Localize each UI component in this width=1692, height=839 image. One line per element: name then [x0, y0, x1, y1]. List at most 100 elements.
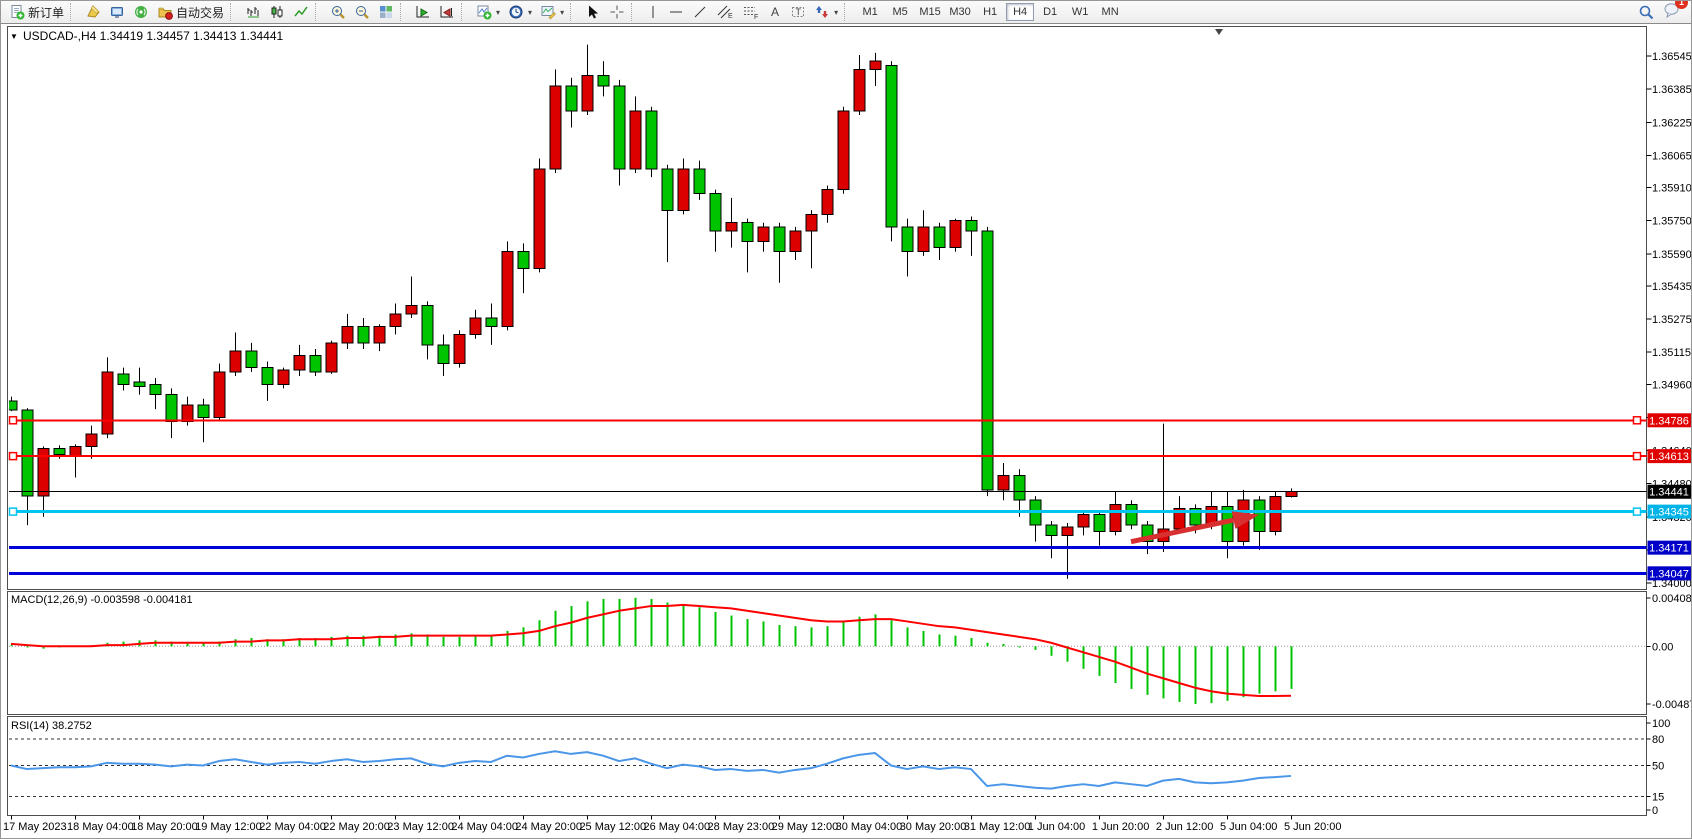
- zoom-out-button[interactable]: [350, 1, 374, 23]
- time-axis-label: 18 May 04:00: [67, 821, 134, 833]
- auto-scroll-button[interactable]: [411, 1, 435, 23]
- trendline-button[interactable]: [688, 1, 712, 23]
- timeframe-button-m1[interactable]: M1: [856, 3, 884, 21]
- vertical-line-button[interactable]: [642, 1, 664, 23]
- line-anchor-handle[interactable]: [1632, 416, 1642, 425]
- timeframe-button-m5[interactable]: M5: [886, 3, 914, 21]
- timeframe-button-h4[interactable]: H4: [1006, 3, 1035, 21]
- candle-body: [869, 60, 882, 70]
- price-tick-label: 1.35750: [1652, 216, 1692, 228]
- toolbar: 新订单: [1, 1, 1691, 24]
- candle-body: [1045, 524, 1058, 536]
- line-anchor-handle[interactable]: [8, 451, 18, 461]
- candle-body: [1125, 503, 1138, 526]
- candle-body: [389, 313, 402, 327]
- candle-body: [693, 168, 706, 195]
- chat-button[interactable]: 1: [1663, 1, 1688, 23]
- timeframe-button-mn[interactable]: MN: [1096, 3, 1124, 21]
- candle-body: [1189, 508, 1202, 526]
- candle-body: [565, 85, 578, 112]
- trend-arrow[interactable]: [1130, 517, 1235, 545]
- candle-body: [725, 222, 738, 232]
- toolbar-separator: [844, 3, 851, 21]
- bar-chart-button[interactable]: [241, 1, 265, 23]
- line-anchor-handle[interactable]: [1632, 451, 1642, 461]
- indicators-button[interactable]: ▾: [472, 1, 504, 23]
- toolbar-separator: [461, 3, 468, 21]
- terminal-button[interactable]: [105, 1, 129, 23]
- timeframe-group: M1 M5 M15 M30 H1 H4 D1 W1 MN: [855, 3, 1125, 21]
- crosshair-icon: [610, 5, 624, 19]
- new-order-button[interactable]: 新订单: [5, 1, 68, 23]
- price-tick-label: 1.35435: [1652, 281, 1692, 293]
- candle-body: [1269, 495, 1282, 532]
- time-axis-label: 1 Jun 04:00: [1028, 821, 1086, 833]
- horizontal-line-button[interactable]: [664, 1, 688, 23]
- candle-body: [357, 325, 370, 344]
- time-axis-label: 19 May 12:00: [195, 821, 262, 833]
- price-tag: [1647, 484, 1691, 499]
- timeframe-button-m15[interactable]: M15: [916, 3, 944, 21]
- metaeditor-icon: [87, 5, 100, 18]
- zoom-in-button[interactable]: [326, 1, 350, 23]
- candle-body: [853, 68, 866, 112]
- indicators-icon: [477, 5, 492, 20]
- price-tick-label: 1.35590: [1652, 249, 1692, 261]
- text-button[interactable]: A: [764, 1, 786, 23]
- candle-body: [1285, 491, 1298, 497]
- autotrading-button[interactable]: 自动交易: [153, 1, 228, 23]
- templates-button[interactable]: ▾: [536, 1, 568, 23]
- candle-body: [661, 168, 674, 211]
- price-tag-label: 1.34786: [1649, 415, 1689, 427]
- chart-shift-icon: [440, 6, 454, 18]
- chart-shift-button[interactable]: [435, 1, 459, 23]
- equidistant-channel-button[interactable]: E: [712, 1, 738, 23]
- search-icon[interactable]: [1638, 4, 1655, 21]
- candle-body: [533, 168, 546, 269]
- fibonacci-button[interactable]: F: [738, 1, 764, 23]
- candle-body: [485, 317, 498, 327]
- metaeditor-button[interactable]: [81, 1, 105, 23]
- candle-body: [949, 220, 962, 249]
- line-anchor-handle[interactable]: [8, 507, 18, 516]
- price-tag-label: 1.34613: [1649, 451, 1689, 463]
- candle-body: [613, 85, 626, 170]
- trend-arrow-head[interactable]: [1231, 511, 1259, 529]
- line-anchor-handle[interactable]: [8, 416, 18, 425]
- line-chart-button[interactable]: [289, 1, 313, 23]
- timeframe-button-w1[interactable]: W1: [1066, 3, 1094, 21]
- zoom-out-icon: [356, 6, 369, 19]
- time-axis-label: 1 Jun 20:00: [1092, 821, 1150, 833]
- candle-body: [213, 371, 226, 418]
- toolbar-separator: [631, 3, 638, 21]
- cursor-button[interactable]: [581, 1, 605, 23]
- price-tick-label: 1.36545: [1652, 51, 1692, 63]
- line-anchor-handle[interactable]: [1632, 507, 1642, 516]
- timeframe-button-h1[interactable]: H1: [976, 3, 1004, 21]
- time-axis-label: 25 May 12:00: [579, 821, 646, 833]
- arrows-button[interactable]: ▾: [810, 1, 842, 23]
- crosshair-button[interactable]: [605, 1, 629, 23]
- periods-button[interactable]: ▾: [504, 1, 536, 23]
- candle-body: [709, 193, 722, 232]
- candle-body: [37, 447, 50, 497]
- signals-button[interactable]: [129, 1, 153, 23]
- text-icon: A: [771, 5, 779, 19]
- text-label-button[interactable]: T: [786, 1, 810, 23]
- candle-body: [437, 344, 450, 365]
- candle-body: [293, 354, 306, 371]
- price-tag: [1647, 449, 1691, 464]
- chart-collapse-icon[interactable]: ▼: [10, 32, 18, 41]
- tile-windows-icon: [380, 6, 393, 18]
- timeframe-button-d1[interactable]: D1: [1036, 3, 1064, 21]
- time-axis-label: 29 May 12:00: [772, 821, 839, 833]
- tile-windows-button[interactable]: [374, 1, 398, 23]
- candlestick-button[interactable]: [265, 1, 289, 23]
- candle-body: [1109, 503, 1122, 532]
- time-axis-label: 30 May 20:00: [900, 821, 967, 833]
- price-tag: [1647, 413, 1691, 428]
- timeframe-button-m30[interactable]: M30: [946, 3, 974, 21]
- candle-body: [133, 381, 146, 387]
